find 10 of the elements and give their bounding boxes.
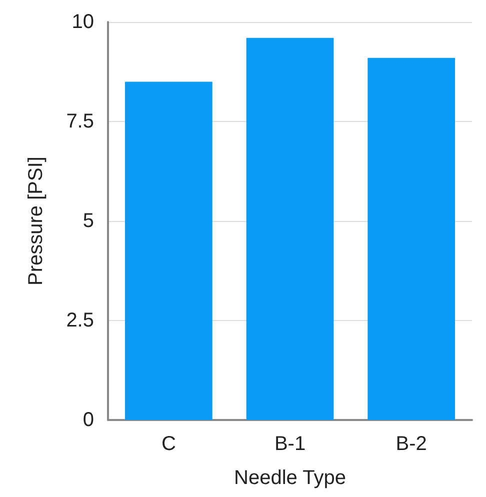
x-tick-label: C <box>161 433 176 455</box>
x-tick-label: B-2 <box>396 433 427 455</box>
y-tick-label: 5 <box>82 210 94 232</box>
y-tick-label: 10 <box>72 11 94 33</box>
y-tick-label: 0 <box>82 409 94 431</box>
y-axis-title: Pressure [PSI] <box>25 156 47 286</box>
x-axis-title: Needle Type <box>234 467 346 489</box>
y-tick-label: 2.5 <box>66 310 94 332</box>
y-tick-label: 7.5 <box>66 110 94 132</box>
x-tick-label: B-1 <box>274 433 306 455</box>
